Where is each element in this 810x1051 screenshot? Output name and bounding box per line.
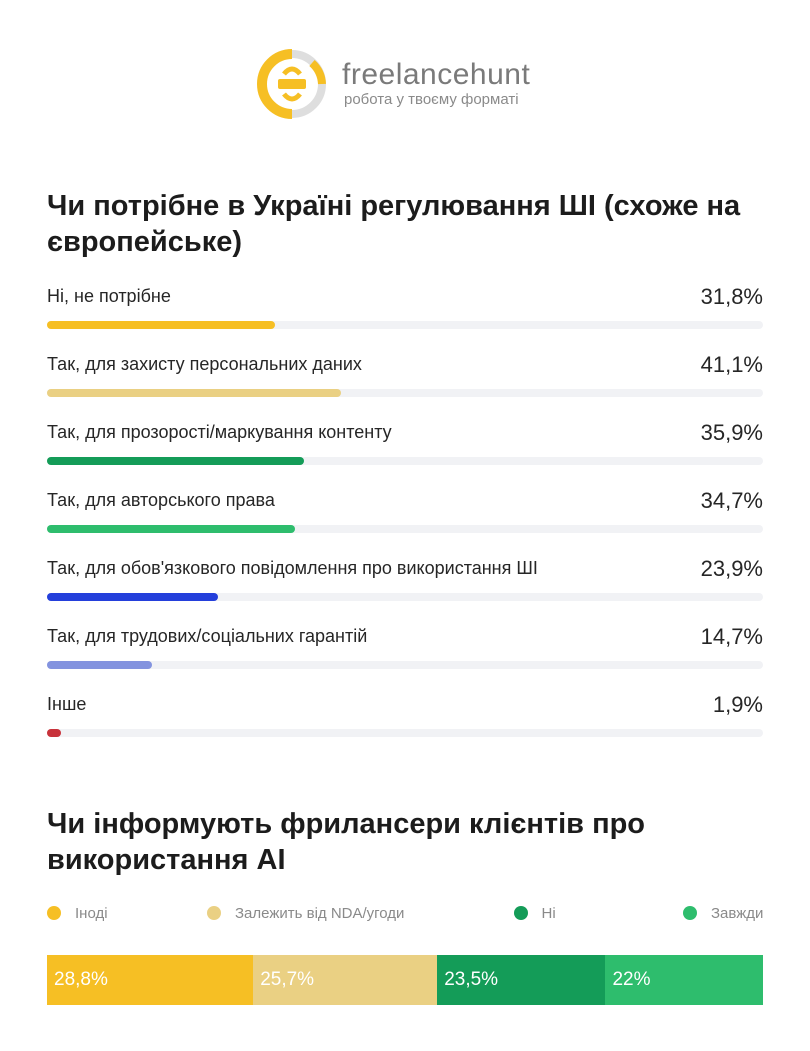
bar [47, 729, 61, 737]
legend-swatch [513, 906, 528, 920]
stack-segment: 28,8% [47, 955, 254, 1005]
bar-label: Інше [47, 694, 87, 714]
inform-stacked-bar: 28,8% 25,7% 23,5% 22% [47, 955, 763, 1005]
bar-value-label: 34,7% [700, 488, 763, 513]
bar [47, 321, 275, 329]
bar-value-label: 41,1% [700, 352, 763, 377]
legend-item: Завжди [683, 902, 763, 924]
legend-swatch [683, 906, 697, 920]
bar-row: Так, для авторського права 34,7% [47, 486, 763, 554]
bar-label: Так, для трудових/соціальних гарантій [47, 626, 368, 646]
bar-row: Так, для прозорості/маркування контенту 3… [47, 418, 763, 486]
legend-item: Залежить від NDA/угоди [207, 902, 404, 924]
bar-track [47, 593, 763, 601]
bar-value-label: 23,9% [700, 556, 763, 581]
bar-label: Так, для захисту персональних даних [47, 354, 362, 374]
inform-chart-title: Чи інформують фрилансери клієнтів про ви… [47, 808, 646, 876]
brand-name: freelancehunt [342, 58, 531, 91]
bar-value-label: 35,9% [700, 420, 763, 445]
bar-row: Так, для обов'язкового повідомлення про … [47, 554, 763, 622]
bar [47, 525, 296, 533]
bar-track [47, 389, 763, 397]
segment-value-label: 25,7% [260, 969, 315, 990]
stack-segment: 23,5% [437, 955, 606, 1005]
brand-tagline: робота у твоєму форматі [344, 91, 519, 108]
bar-row: Так, для захисту персональних даних 41,1% [47, 350, 763, 418]
brand-logo: freelancehunt робота у твоєму форматі [254, 46, 530, 122]
segment-value-label: 28,8% [54, 969, 108, 990]
bar-value-label: 14,7% [700, 624, 763, 649]
bar-label: Так, для прозорості/маркування контенту [47, 422, 392, 442]
bar [47, 457, 305, 465]
legend-label: Залежить від NDA/угоди [235, 904, 405, 922]
bar-value-label: 31,8% [700, 284, 763, 309]
regulation-chart-title: Чи потрібне в Україні регулювання ШІ (сх… [47, 190, 741, 258]
legend-label: Ні [541, 904, 556, 922]
bar-label: Так, для обов'язкового повідомлення про … [47, 558, 538, 578]
legend-item: Іноді [47, 902, 108, 924]
regulation-bar-chart: Ні, не потрібне 31,8% Так, для захисту пер… [47, 282, 763, 758]
legend-label: Завжди [711, 904, 764, 922]
stack-segment: 25,7% [253, 955, 438, 1005]
bar [47, 661, 153, 669]
stack-segment: 22% [605, 955, 763, 1005]
legend-item: Ні [513, 902, 556, 924]
bar [47, 389, 342, 397]
bar-row: Інше 1,9% [47, 690, 763, 758]
inform-chart-legend: Іноді Залежить від NDA/угоди Ні Завжди [47, 902, 763, 924]
bar-track [47, 321, 763, 329]
bar-track [47, 729, 763, 737]
bar-label: Ні, не потрібне [47, 286, 171, 306]
segment-value-label: 22% [612, 969, 651, 990]
legend-swatch [47, 906, 61, 920]
bar-track [47, 525, 763, 533]
segment-value-label: 23,5% [444, 969, 499, 990]
bar-row: Так, для трудових/соціальних гарантій 14,… [47, 622, 763, 690]
legend-label: Іноді [75, 904, 108, 922]
bar-track [47, 661, 763, 669]
legend-swatch [207, 906, 221, 920]
bar-track [47, 457, 763, 465]
bar-value-label: 1,9% [712, 692, 763, 717]
bar [47, 593, 219, 601]
freelancehunt-logo-icon [257, 49, 326, 119]
bar-label: Так, для авторського права [47, 490, 275, 510]
bar-row: Ні, не потрібне 31,8% [47, 282, 763, 350]
